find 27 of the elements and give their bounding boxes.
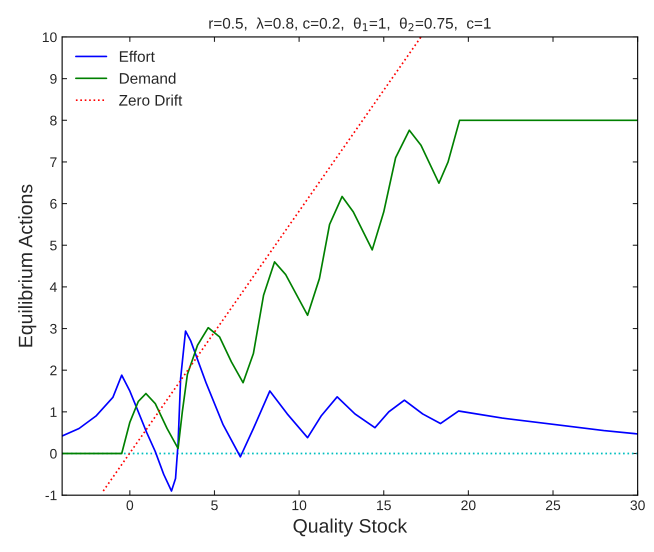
y-tick-label: -1	[46, 490, 57, 500]
y-tick-label: 9	[50, 74, 57, 84]
y-tick-label: 2	[50, 366, 57, 376]
y-tick-label: 8	[50, 116, 57, 126]
y-tick-label: 0	[50, 448, 57, 459]
y-tick-label: 1	[50, 407, 57, 417]
x-tick-label: 25	[546, 500, 560, 510]
legend-label: Demand	[120, 72, 176, 84]
chart-title: r=0.5, λ=0.8, c=0.2, θ$_{1}$=1, θ$_{2}$=0.75, c=1	[209, 18, 491, 32]
x-tick-label: 20	[461, 500, 476, 510]
x-axis-title: Quality Stock	[294, 518, 408, 537]
legend-label: Zero Drift	[119, 94, 182, 106]
y-tick-label: 7	[50, 157, 57, 167]
line-series	[62, 330, 638, 492]
x-tick-label: 5	[211, 500, 218, 510]
legend-label: Effort	[120, 50, 155, 62]
y-tick-label: 5	[50, 240, 57, 250]
x-tick-label: 30	[630, 500, 645, 510]
x-tick-label: 10	[292, 500, 306, 510]
y-axis-title: Equilibrium Actions	[18, 184, 36, 347]
y-tick-label: 3	[50, 324, 57, 334]
x-tick-label: 15	[377, 500, 391, 510]
y-tick-label: 4	[50, 282, 57, 292]
line-series	[62, 119, 638, 454]
x-tick-label: 0	[126, 500, 134, 510]
y-tick-label: 6	[50, 198, 57, 209]
y-tick-label: 10	[42, 32, 57, 42]
